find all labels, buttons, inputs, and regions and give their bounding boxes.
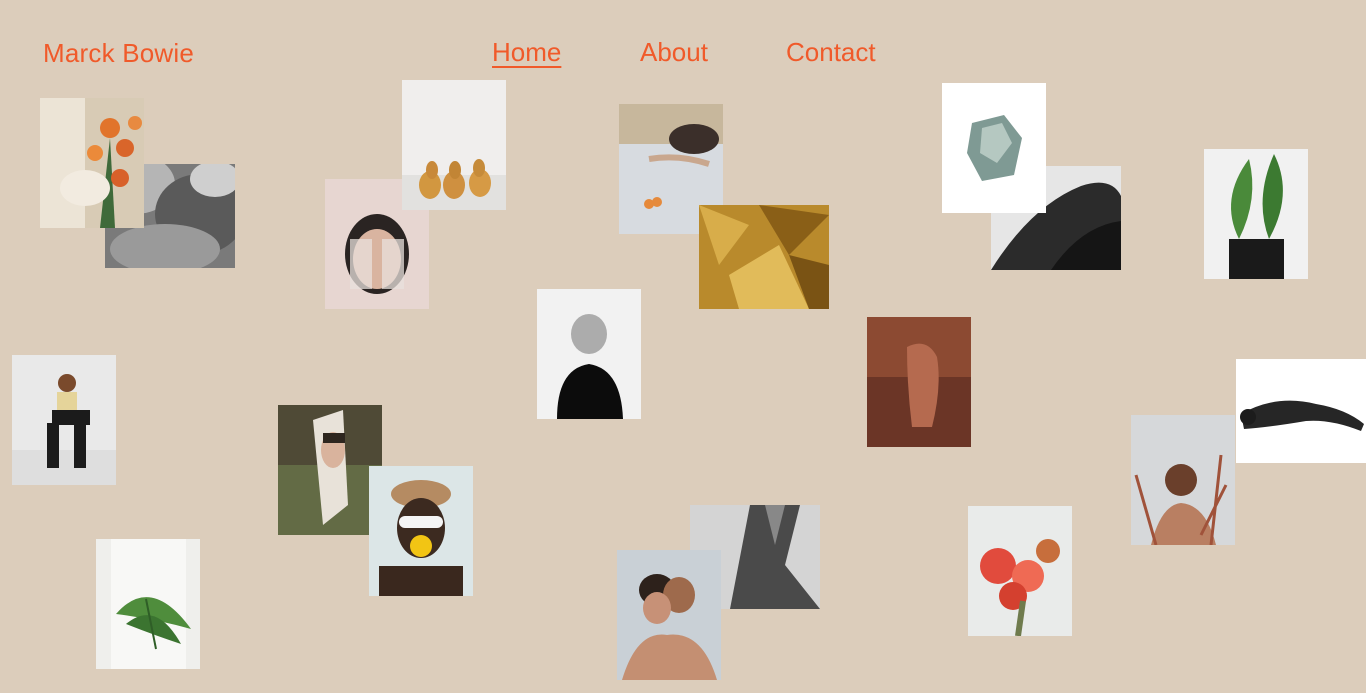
photo-couple-embrace[interactable] <box>617 550 721 680</box>
photo-floating-body[interactable] <box>1236 359 1366 463</box>
photo-three-pears[interactable] <box>402 80 506 210</box>
photo-man-yellow-flower[interactable] <box>369 466 473 596</box>
photo-crystal-stone[interactable] <box>942 83 1046 213</box>
photo-man-branches[interactable] <box>1131 415 1235 545</box>
photo-orange-flowers[interactable] <box>40 98 144 228</box>
nav-contact-link[interactable]: Contact <box>786 37 876 67</box>
brand-logo-link[interactable]: Marck Bowie <box>43 38 195 68</box>
photo-ocean-wave[interactable] <box>991 166 1121 270</box>
photo-red-bouquet[interactable] <box>968 506 1072 636</box>
nav-about-link[interactable]: About <box>640 37 708 67</box>
photo-ferns-feet[interactable] <box>1204 149 1308 279</box>
photo-face-mirror[interactable] <box>278 405 382 535</box>
photo-red-figure[interactable] <box>867 317 971 447</box>
nav-home-link[interactable]: Home <box>492 37 562 67</box>
photo-woman-chair[interactable] <box>12 355 116 485</box>
photo-blurred-portrait[interactable] <box>537 289 641 419</box>
photo-gold-foil[interactable] <box>699 205 829 309</box>
photo-fern-coat[interactable] <box>96 539 200 669</box>
